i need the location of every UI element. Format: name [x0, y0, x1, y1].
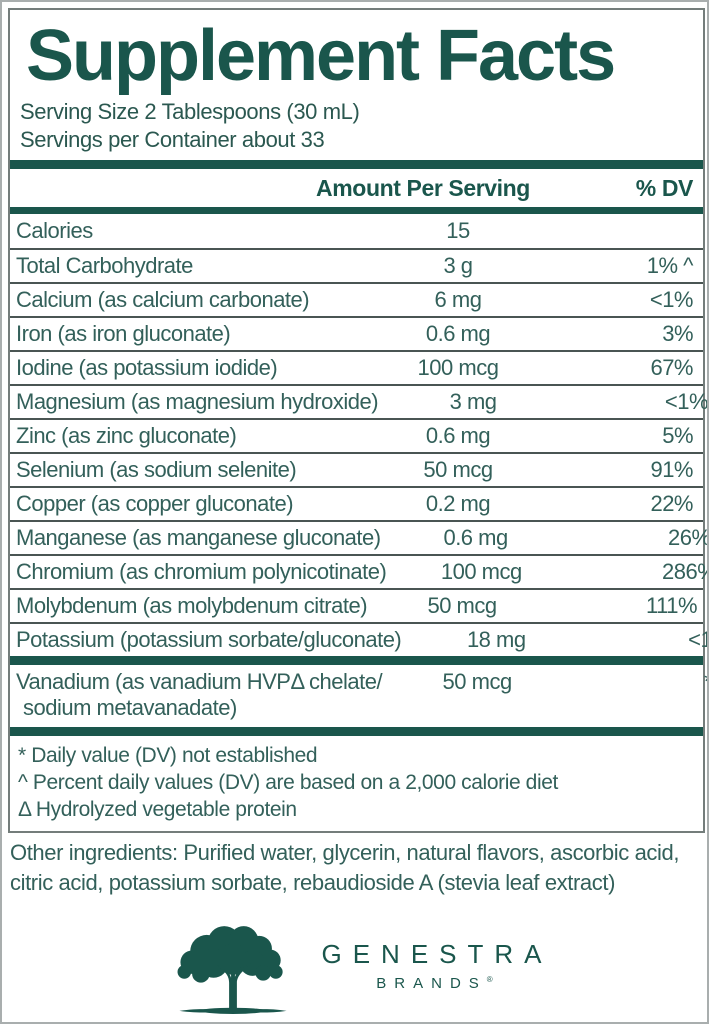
footnote-dv-not-established: * Daily value (DV) not established: [18, 744, 318, 767]
nutrient-amount: 15: [446, 218, 470, 243]
thick-divider: [10, 160, 703, 169]
nutrient-amount: 50 mcg: [442, 669, 513, 694]
table-row-magnesium: Magnesium (as magnesium hydroxide) 3 mg …: [10, 384, 707, 418]
supplement-facts-panel: Supplement Facts Serving Size 2 Tablespo…: [8, 8, 707, 833]
brand-wordmark: GENESTRA BRANDS®: [316, 939, 552, 1000]
table-row-zinc: Zinc (as zinc gluconate) 0.6 mg 5%: [10, 418, 703, 452]
nutrient-amount: 3 g: [443, 253, 473, 278]
table-row-copper: Copper (as copper gluconate) 0.2 mg 22%: [10, 486, 703, 520]
nutrient-amount: 100 mcg: [440, 559, 522, 584]
nutrient-dv: 26%: [668, 525, 709, 550]
nutrient-dv: *: [572, 669, 707, 695]
nutrient-dv: 67%: [650, 355, 693, 380]
serving-info: Serving Size 2 Tablespoons (30 mL) Servi…: [10, 94, 703, 160]
nutrient-name: Zinc (as zinc gluconate): [16, 423, 237, 448]
table-row-iron: Iron (as iron gluconate) 0.6 mg 3%: [10, 316, 703, 350]
table-row-molybdenum: Molybdenum (as molybdenum citrate) 50 mc…: [10, 588, 703, 622]
table-row-potassium: Potassium (potassium sorbate/gluconate) …: [10, 622, 707, 656]
footnotes: * Daily value (DV) not established ^ Per…: [10, 736, 703, 825]
header-percent-dv: % DV: [635, 174, 694, 201]
nutrient-table: Calories 15 Total Carbohydrate 3 g 1% ^ …: [10, 214, 707, 656]
table-row-iodine: Iodine (as potassium iodide) 100 mcg 67%: [10, 350, 703, 384]
nutrient-amount: 0.2 mg: [425, 491, 491, 516]
table-row-selenium: Selenium (as sodium selenite) 50 mcg 91%: [10, 452, 703, 486]
nutrient-name: Calcium (as calcium carbonate): [16, 287, 310, 312]
nutrient-name: Total Carbohydrate: [16, 253, 193, 278]
vanadium-name-line2: sodium metavanadate): [23, 695, 237, 720]
nutrient-name: Manganese (as manganese gluconate): [16, 525, 381, 550]
nutrient-amount: 0.6 mg: [443, 525, 508, 550]
nutrient-name: Iron (as iron gluconate): [16, 321, 231, 346]
table-row-manganese: Manganese (as manganese gluconate) 0.6 m…: [10, 520, 707, 554]
nutrient-amount: 18 mg: [466, 627, 526, 652]
brand-logo-block: GENESTRA BRANDS®: [2, 920, 707, 1018]
nutrient-dv: 3%: [662, 321, 693, 346]
nutrient-name: Selenium (as sodium selenite): [16, 457, 297, 482]
nutrient-name: Calories: [16, 218, 93, 243]
nutrient-dv: 111%: [646, 593, 698, 618]
thick-divider: [10, 727, 703, 736]
brand-name: GENESTRA: [321, 938, 553, 969]
nutrient-dv: 1% ^: [646, 253, 694, 278]
vanadium-name-line1: Vanadium (as vanadium HVPΔ chelate/: [16, 669, 383, 694]
tree-logo-icon: [178, 926, 288, 1014]
nutrient-name: Magnesium (as magnesium hydroxide): [16, 389, 379, 414]
serving-size: Serving Size 2 Tablespoons (30 mL): [20, 99, 360, 124]
registered-mark: ®: [486, 974, 493, 984]
nutrient-amount: 100 mcg: [417, 355, 499, 380]
brand-sub: BRANDS®: [316, 975, 552, 992]
table-row-calcium: Calcium (as calcium carbonate) 6 mg <1%: [10, 282, 703, 316]
table-row-chromium: Chromium (as chromium polynicotinate) 10…: [10, 554, 707, 588]
nutrient-dv: 91%: [650, 457, 693, 482]
nutrient-amount: 6 mg: [434, 287, 482, 312]
nutrient-dv: <1%: [664, 389, 709, 414]
nutrient-name: Vanadium (as vanadium HVPΔ chelate/ sodi…: [10, 669, 383, 721]
thick-divider: [10, 656, 703, 665]
panel-title: Supplement Facts: [26, 16, 616, 96]
table-header-row: Amount Per Serving % DV: [10, 169, 703, 207]
nutrient-amount: 3 mg: [449, 389, 497, 414]
nutrient-name: Molybdenum (as molybdenum citrate): [16, 593, 368, 618]
footnote-percent-dv: ^ Percent daily values (DV) are based on…: [18, 771, 558, 794]
table-row-total-carbohydrate: Total Carbohydrate 3 g 1% ^: [10, 248, 703, 282]
nutrient-name: Chromium (as chromium polynicotinate): [16, 559, 387, 584]
nutrient-amount: 0.6 mg: [425, 321, 491, 346]
nutrient-name: Potassium (potassium sorbate/gluconate): [16, 627, 402, 652]
nutrient-name: Iodine (as potassium iodide): [16, 355, 278, 380]
thick-divider: [10, 207, 703, 214]
other-ingredients-text: Other ingredients: Purified water, glyce…: [10, 840, 680, 895]
footnote-hvp: Δ Hydrolyzed vegetable protein: [18, 798, 297, 821]
table-row-vanadium: Vanadium (as vanadium HVPΔ chelate/ sodi…: [10, 665, 707, 727]
header-amount-per-serving: Amount Per Serving: [316, 174, 530, 201]
nutrient-amount: 50 mcg: [427, 593, 497, 618]
nutrient-amount: 0.6 mg: [425, 423, 491, 448]
table-row-calories: Calories 15: [10, 214, 703, 248]
brand-sub-label: BRANDS: [376, 974, 487, 992]
nutrient-dv: 5%: [662, 423, 693, 448]
nutrient-dv: <1%: [649, 287, 694, 312]
nutrient-dv: <1%: [688, 627, 707, 652]
nutrient-amount: 50 mcg: [423, 457, 493, 482]
nutrient-dv: 286%: [662, 559, 707, 584]
nutrient-dv: 22%: [650, 491, 693, 516]
servings-per-container: Servings per Container about 33: [20, 127, 325, 152]
nutrient-name: Copper (as copper gluconate): [16, 491, 294, 516]
